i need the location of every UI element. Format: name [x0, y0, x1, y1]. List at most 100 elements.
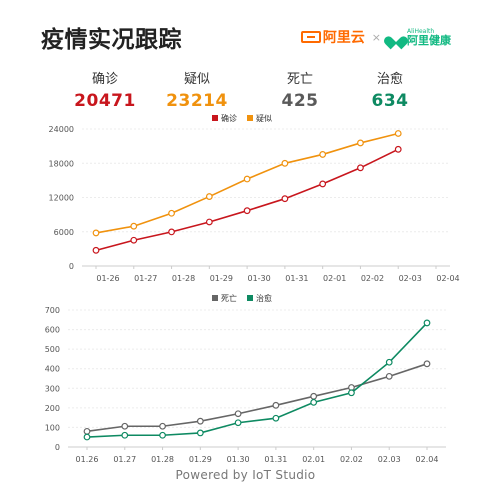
y-tick-label-0-4: 24000	[49, 125, 74, 134]
stat-deaths-label: 死亡	[286, 72, 313, 87]
y-tick-label-1-2: 200	[45, 404, 60, 413]
stat-recovered-value: 634	[371, 91, 409, 111]
data-point-0-0-5[interactable]	[281, 195, 289, 203]
data-point-0-1-6[interactable]	[319, 151, 327, 158]
legend-swatch-1-0[interactable]	[212, 295, 218, 301]
page-title: 疫情实况跟踪	[41, 27, 182, 53]
data-point-0-0-4[interactable]	[243, 207, 251, 215]
data-point-1-1-1[interactable]	[121, 431, 129, 439]
x-tick-label-1-1: 01.27	[113, 455, 136, 464]
x-tick-label-0-8: 02-03	[399, 274, 422, 282]
data-point-0-0-1[interactable]	[130, 236, 138, 244]
x-tick-label-0-4: 01-30	[247, 274, 270, 282]
data-point-0-0-0[interactable]	[92, 246, 100, 254]
deaths-recovered-chart: 死亡 治愈 0 100 200 300 400 500 600 700 01.26 01.27 01.2…	[45, 293, 446, 464]
x-tick-label-1-5: 01.31	[264, 455, 287, 464]
y-tick-label-0-1: 6000	[54, 228, 74, 237]
legend-label-0-1[interactable]: 疑似	[256, 113, 272, 123]
legend-swatch-1-1[interactable]	[247, 295, 253, 301]
x-tick-label-0-5: 01-31	[285, 274, 308, 282]
data-point-0-1-4[interactable]	[243, 175, 251, 183]
stat-confirmed-label: 确诊	[91, 72, 118, 87]
x-tick-label-0-2: 01-28	[172, 274, 195, 282]
y-tick-label-0-0: 0	[69, 262, 74, 271]
cases-chart: 确诊 疑似 0 6000 12000 18000 24000 01-26 01-27 01-28 0…	[49, 113, 460, 282]
x-tick-label-1-9: 02.04	[416, 455, 439, 464]
data-point-1-0-0[interactable]	[83, 427, 91, 435]
stat-deaths-value: 425	[281, 91, 319, 111]
data-point-1-0-5[interactable]	[272, 401, 280, 409]
data-point-1-1-2[interactable]	[159, 431, 166, 439]
alihealth-icon	[388, 31, 404, 44]
data-point-0-0-8[interactable]	[394, 145, 402, 153]
x-tick-label-0-3: 01-29	[210, 274, 233, 282]
x-tick-label-0-6: 02-01	[323, 274, 346, 282]
data-point-1-0-9[interactable]	[423, 360, 431, 368]
stat-recovered: 治愈 634	[345, 68, 435, 111]
stat-confirmed: 确诊 20471	[60, 68, 150, 111]
x-tick-label-0-7: 02-02	[361, 274, 384, 282]
y-tick-label-1-7: 700	[45, 306, 60, 315]
x-tick-label-1-6: 02.01	[302, 455, 325, 464]
data-point-1-0-6[interactable]	[310, 392, 318, 400]
data-point-1-0-4[interactable]	[234, 410, 242, 418]
data-point-0-1-0[interactable]	[92, 229, 100, 237]
data-point-1-1-6[interactable]	[310, 398, 318, 406]
data-point-0-1-2[interactable]	[168, 209, 175, 217]
data-point-1-1-5[interactable]	[272, 414, 280, 422]
y-tick-label-1-5: 500	[45, 345, 60, 354]
alihealth-cn-label: 阿里健康	[407, 33, 451, 47]
stat-suspected: 疑似 23214	[152, 68, 242, 111]
data-point-0-1-8[interactable]	[394, 130, 402, 137]
data-point-0-0-3[interactable]	[205, 218, 213, 226]
alihealth-logo: AliHealth 阿里健康	[388, 27, 451, 47]
stat-suspected-value: 23214	[166, 91, 228, 111]
y-tick-label-1-1: 100	[45, 423, 60, 432]
data-point-1-0-2[interactable]	[159, 422, 166, 430]
data-point-0-1-7[interactable]	[357, 139, 364, 147]
legend-label-1-1[interactable]: 治愈	[256, 293, 272, 303]
x-tick-label-0-0: 01-26	[96, 274, 119, 282]
x-tick-label-1-4: 01.30	[227, 455, 250, 464]
x-tick-label-1-7: 02.02	[340, 455, 363, 464]
data-point-1-1-0[interactable]	[83, 433, 91, 441]
y-tick-label-1-6: 600	[45, 326, 60, 335]
data-point-0-1-3[interactable]	[205, 193, 213, 200]
y-tick-label-0-3: 18000	[49, 159, 74, 168]
stat-suspected-label: 疑似	[183, 72, 210, 87]
alihealth-en-label: AliHealth	[407, 27, 435, 35]
data-point-1-1-3[interactable]	[196, 429, 204, 437]
data-point-1-1-7[interactable]	[348, 389, 355, 397]
stat-recovered-label: 治愈	[376, 72, 403, 87]
data-point-1-0-1[interactable]	[121, 422, 129, 430]
brand-separator: ×	[371, 30, 381, 44]
data-point-0-0-6[interactable]	[319, 180, 327, 188]
x-tick-label-1-3: 01.29	[189, 455, 212, 464]
data-point-1-1-4[interactable]	[234, 419, 242, 427]
data-point-1-1-8[interactable]	[385, 358, 393, 366]
data-point-0-0-2[interactable]	[168, 228, 175, 236]
aliyun-icon	[300, 31, 321, 43]
legend-swatch-0-0[interactable]	[212, 115, 218, 121]
legend-label-1-0[interactable]: 死亡	[221, 293, 237, 303]
stat-deaths: 死亡 425	[255, 68, 345, 111]
brand-logos: 阿里云 × AliHealth 阿里健康	[300, 27, 451, 47]
legend-swatch-0-1[interactable]	[247, 115, 253, 121]
data-point-0-1-5[interactable]	[281, 159, 289, 167]
series-line-0-0	[95, 148, 399, 252]
series-line-1-1	[86, 322, 428, 438]
aliyun-label: 阿里云	[322, 30, 365, 46]
x-tick-label-0-9: 02-04	[436, 274, 459, 282]
data-point-1-0-3[interactable]	[196, 417, 204, 425]
y-tick-label-1-4: 400	[45, 365, 60, 374]
data-point-0-1-1[interactable]	[130, 222, 138, 230]
data-point-1-0-8[interactable]	[385, 372, 393, 380]
data-point-0-0-7[interactable]	[357, 164, 364, 172]
x-tick-label-1-2: 01.28	[151, 455, 174, 464]
aliyun-logo: 阿里云	[300, 27, 365, 47]
data-point-1-1-9[interactable]	[423, 319, 431, 327]
y-tick-label-1-3: 300	[45, 384, 60, 393]
x-tick-label-1-8: 02.03	[378, 455, 401, 464]
series-line-1-0	[86, 363, 428, 433]
legend-label-0-0[interactable]: 确诊	[221, 113, 237, 123]
